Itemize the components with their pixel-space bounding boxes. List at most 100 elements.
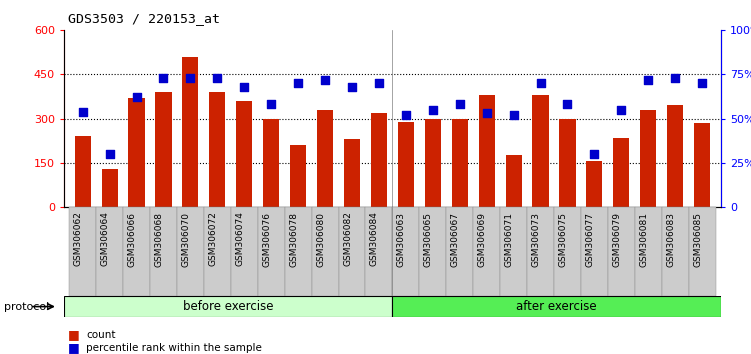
Point: [319, 77, 331, 82]
Bar: [614, 138, 629, 207]
Bar: [285, 207, 312, 296]
Bar: [123, 207, 150, 296]
Text: GSM306078: GSM306078: [289, 211, 298, 267]
Point: [508, 112, 520, 118]
Text: ■: ■: [68, 328, 80, 341]
Bar: [473, 207, 500, 296]
Point: [104, 151, 116, 157]
Bar: [532, 95, 548, 207]
Text: GSM306069: GSM306069: [478, 211, 487, 267]
Text: GSM306080: GSM306080: [316, 211, 325, 267]
Bar: [258, 207, 285, 296]
Bar: [182, 57, 198, 207]
Bar: [366, 207, 392, 296]
Point: [238, 84, 250, 90]
Bar: [581, 207, 608, 296]
Bar: [587, 161, 602, 207]
Text: GSM306070: GSM306070: [182, 211, 191, 267]
Text: percentile rank within the sample: percentile rank within the sample: [86, 343, 262, 353]
Point: [427, 107, 439, 113]
Bar: [667, 105, 683, 207]
Point: [588, 151, 600, 157]
Bar: [290, 145, 306, 207]
Bar: [505, 155, 522, 207]
Point: [535, 80, 547, 86]
Text: GSM306073: GSM306073: [532, 211, 541, 267]
Text: GSM306065: GSM306065: [424, 211, 433, 267]
Bar: [177, 207, 204, 296]
Point: [562, 102, 574, 107]
Point: [158, 75, 170, 81]
Text: GSM306075: GSM306075: [559, 211, 568, 267]
Text: GSM306072: GSM306072: [208, 211, 217, 267]
Text: GSM306084: GSM306084: [370, 211, 379, 267]
Bar: [74, 136, 91, 207]
Text: GSM306067: GSM306067: [451, 211, 460, 267]
Bar: [640, 110, 656, 207]
Text: GSM306062: GSM306062: [74, 211, 83, 267]
Point: [642, 77, 654, 82]
Bar: [425, 119, 441, 207]
Text: GSM306068: GSM306068: [155, 211, 164, 267]
Bar: [371, 113, 387, 207]
Text: GSM306081: GSM306081: [639, 211, 648, 267]
Point: [77, 109, 89, 114]
Bar: [398, 121, 414, 207]
Point: [696, 80, 708, 86]
Bar: [64, 296, 392, 317]
Bar: [694, 123, 710, 207]
Bar: [237, 101, 252, 207]
Bar: [500, 207, 527, 296]
Bar: [554, 207, 581, 296]
Text: GSM306083: GSM306083: [666, 211, 675, 267]
Bar: [204, 207, 231, 296]
Bar: [344, 139, 360, 207]
Bar: [559, 119, 575, 207]
Bar: [312, 207, 339, 296]
Text: after exercise: after exercise: [517, 300, 597, 313]
Bar: [392, 207, 419, 296]
Bar: [478, 95, 495, 207]
Bar: [608, 207, 635, 296]
Bar: [635, 207, 662, 296]
Bar: [451, 119, 468, 207]
Text: GSM306071: GSM306071: [505, 211, 514, 267]
Bar: [101, 169, 118, 207]
Bar: [662, 207, 689, 296]
Bar: [339, 207, 366, 296]
Text: protocol: protocol: [4, 302, 49, 312]
Bar: [231, 207, 258, 296]
Bar: [317, 110, 333, 207]
Point: [265, 102, 277, 107]
Text: before exercise: before exercise: [182, 300, 273, 313]
Bar: [69, 207, 96, 296]
Point: [292, 80, 304, 86]
Text: GSM306076: GSM306076: [262, 211, 271, 267]
Bar: [128, 98, 145, 207]
Point: [669, 75, 681, 81]
Text: GSM306066: GSM306066: [128, 211, 137, 267]
Text: GSM306085: GSM306085: [693, 211, 702, 267]
Bar: [155, 92, 171, 207]
Bar: [263, 119, 279, 207]
Point: [211, 75, 223, 81]
Bar: [392, 296, 721, 317]
Bar: [419, 207, 446, 296]
Text: ■: ■: [68, 341, 80, 354]
Point: [615, 107, 627, 113]
Text: GSM306064: GSM306064: [101, 211, 110, 267]
Point: [346, 84, 358, 90]
Bar: [689, 207, 716, 296]
Text: count: count: [86, 330, 116, 339]
Bar: [210, 92, 225, 207]
Bar: [150, 207, 177, 296]
Text: GSM306074: GSM306074: [235, 211, 244, 267]
Bar: [527, 207, 554, 296]
Text: GSM306077: GSM306077: [585, 211, 594, 267]
Text: GSM306063: GSM306063: [397, 211, 406, 267]
Point: [400, 112, 412, 118]
Text: GSM306079: GSM306079: [612, 211, 621, 267]
Point: [373, 80, 385, 86]
Text: GSM306082: GSM306082: [343, 211, 352, 267]
Point: [185, 75, 197, 81]
